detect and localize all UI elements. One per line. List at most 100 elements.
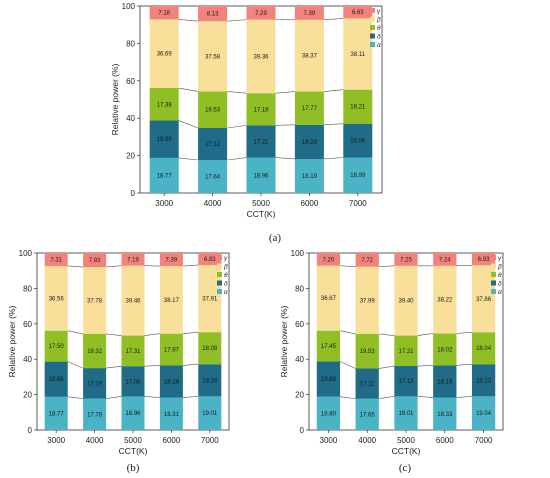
bar-segment-5000-0 bbox=[394, 396, 418, 430]
legend-swatch bbox=[491, 272, 496, 277]
x-tick-label: 5000 bbox=[252, 199, 270, 208]
bar-segment-4000-4 bbox=[83, 253, 107, 268]
data-label: 17.77 bbox=[302, 106, 318, 112]
bar-segment-6000-4 bbox=[159, 253, 183, 267]
data-label: 18.16 bbox=[202, 378, 218, 384]
bar-segment-3000-2 bbox=[44, 330, 68, 362]
bar-segment-3000-0 bbox=[44, 396, 68, 430]
legend-swatch bbox=[491, 289, 496, 294]
bar-segment-6000-3 bbox=[433, 265, 457, 334]
bar-segment-4000-1 bbox=[355, 368, 379, 399]
data-label: 7.20 bbox=[323, 257, 335, 263]
bar-segment-6000-3 bbox=[159, 266, 183, 334]
bar-segment-6000-0 bbox=[433, 397, 457, 430]
data-label: 19.01 bbox=[398, 411, 414, 417]
legend-label: α bbox=[498, 289, 502, 296]
y-axis-title: Relative power (%) bbox=[279, 305, 289, 377]
legend-swatch bbox=[491, 280, 496, 286]
data-label: 19.53 bbox=[205, 108, 221, 114]
connector-line bbox=[417, 365, 434, 367]
data-label: 8.13 bbox=[207, 12, 219, 18]
bar-segment-7000-1 bbox=[471, 364, 496, 397]
bar-segment-7000-0 bbox=[343, 157, 373, 193]
bar-segment-3000-4 bbox=[149, 6, 179, 20]
bar-segment-4000-2 bbox=[198, 91, 228, 128]
data-label: 39.40 bbox=[398, 299, 414, 305]
data-label: 19.86 bbox=[49, 377, 65, 383]
legend-label: α bbox=[224, 289, 228, 296]
bar-segment-5000-1 bbox=[246, 125, 276, 158]
legend-label: θ bbox=[498, 272, 502, 279]
bar-segment-4000-0 bbox=[355, 398, 379, 430]
connector-line bbox=[378, 265, 395, 267]
connector-line bbox=[323, 157, 344, 160]
data-label: 18.04 bbox=[476, 346, 492, 352]
connector-line bbox=[106, 365, 122, 369]
legend-swatch bbox=[370, 16, 375, 22]
data-label: 19.04 bbox=[476, 411, 492, 417]
data-label: 38.11 bbox=[351, 52, 366, 58]
bar-segment-4000-3 bbox=[355, 266, 379, 334]
bar-segment-5000-2 bbox=[121, 335, 145, 367]
data-label: 7.24 bbox=[439, 257, 451, 263]
data-label: 36.67 bbox=[321, 296, 337, 302]
data-label: 17.64 bbox=[205, 175, 221, 181]
legend-label: β bbox=[376, 17, 381, 24]
bar-segment-5000-4 bbox=[246, 6, 276, 20]
legend-swatch bbox=[217, 280, 222, 286]
data-label: 18.96 bbox=[253, 173, 269, 179]
data-label: 17.45 bbox=[321, 344, 337, 350]
connector-line bbox=[178, 157, 199, 161]
bar-segment-5000-4 bbox=[121, 253, 145, 266]
data-label: 19.01 bbox=[202, 411, 218, 417]
bar-segment-6000-4 bbox=[433, 253, 457, 266]
bar-segment-3000-1 bbox=[44, 361, 68, 397]
legend-swatch bbox=[370, 25, 375, 30]
x-tick-label: 3000 bbox=[47, 436, 65, 445]
data-label: 6.63 bbox=[352, 10, 364, 16]
bar-segment-5000-2 bbox=[246, 93, 276, 126]
bar-segment-7000-4 bbox=[198, 253, 222, 266]
x-tick-label: 6000 bbox=[436, 436, 454, 445]
x-tick-label: 7000 bbox=[475, 436, 493, 445]
data-label: 18.19 bbox=[437, 379, 453, 385]
bar-segment-4000-1 bbox=[83, 368, 107, 399]
data-label: 39.36 bbox=[253, 54, 269, 60]
x-tick-label: 3000 bbox=[320, 436, 338, 445]
bar-segment-5000-3 bbox=[246, 19, 276, 94]
bar-segment-5000-0 bbox=[246, 157, 276, 193]
y-tick-label: 60 bbox=[23, 320, 32, 329]
connector-line bbox=[417, 333, 434, 336]
x-tick-label: 7000 bbox=[349, 199, 367, 208]
connector-line bbox=[323, 89, 344, 92]
data-label: 39.46 bbox=[125, 299, 141, 305]
bar-segment-5000-4 bbox=[394, 253, 418, 266]
data-label: 38.22 bbox=[437, 298, 453, 304]
panel-label: (c) bbox=[399, 462, 412, 474]
data-label: 7.39 bbox=[166, 258, 178, 264]
legend-label: δ bbox=[498, 281, 502, 288]
x-tick-label: 5000 bbox=[397, 436, 415, 445]
connector-line bbox=[275, 157, 295, 160]
connector-line bbox=[106, 265, 122, 268]
data-label: 17.31 bbox=[125, 349, 141, 355]
connector-line bbox=[456, 264, 472, 267]
bar-segment-6000-1 bbox=[433, 365, 457, 398]
x-axis-title: CCT(K) bbox=[392, 446, 421, 456]
bar-segment-7000-1 bbox=[343, 123, 373, 158]
bar-segment-4000-4 bbox=[198, 6, 228, 22]
data-label: 7.19 bbox=[127, 257, 139, 263]
data-label: 7.93 bbox=[89, 258, 101, 264]
data-label: 17.21 bbox=[398, 349, 414, 355]
legend-label: δ bbox=[377, 34, 381, 41]
data-label: 18.80 bbox=[321, 411, 337, 417]
data-label: 7.39 bbox=[304, 11, 316, 17]
connector-line bbox=[178, 120, 199, 129]
connector-line bbox=[227, 125, 247, 129]
data-label: 36.56 bbox=[49, 296, 65, 302]
y-tick-label: 100 bbox=[19, 249, 33, 258]
bar-segment-4000-3 bbox=[198, 21, 228, 92]
legend-swatch bbox=[491, 263, 496, 269]
y-tick-label: 60 bbox=[126, 77, 135, 86]
connector-line bbox=[106, 396, 122, 399]
